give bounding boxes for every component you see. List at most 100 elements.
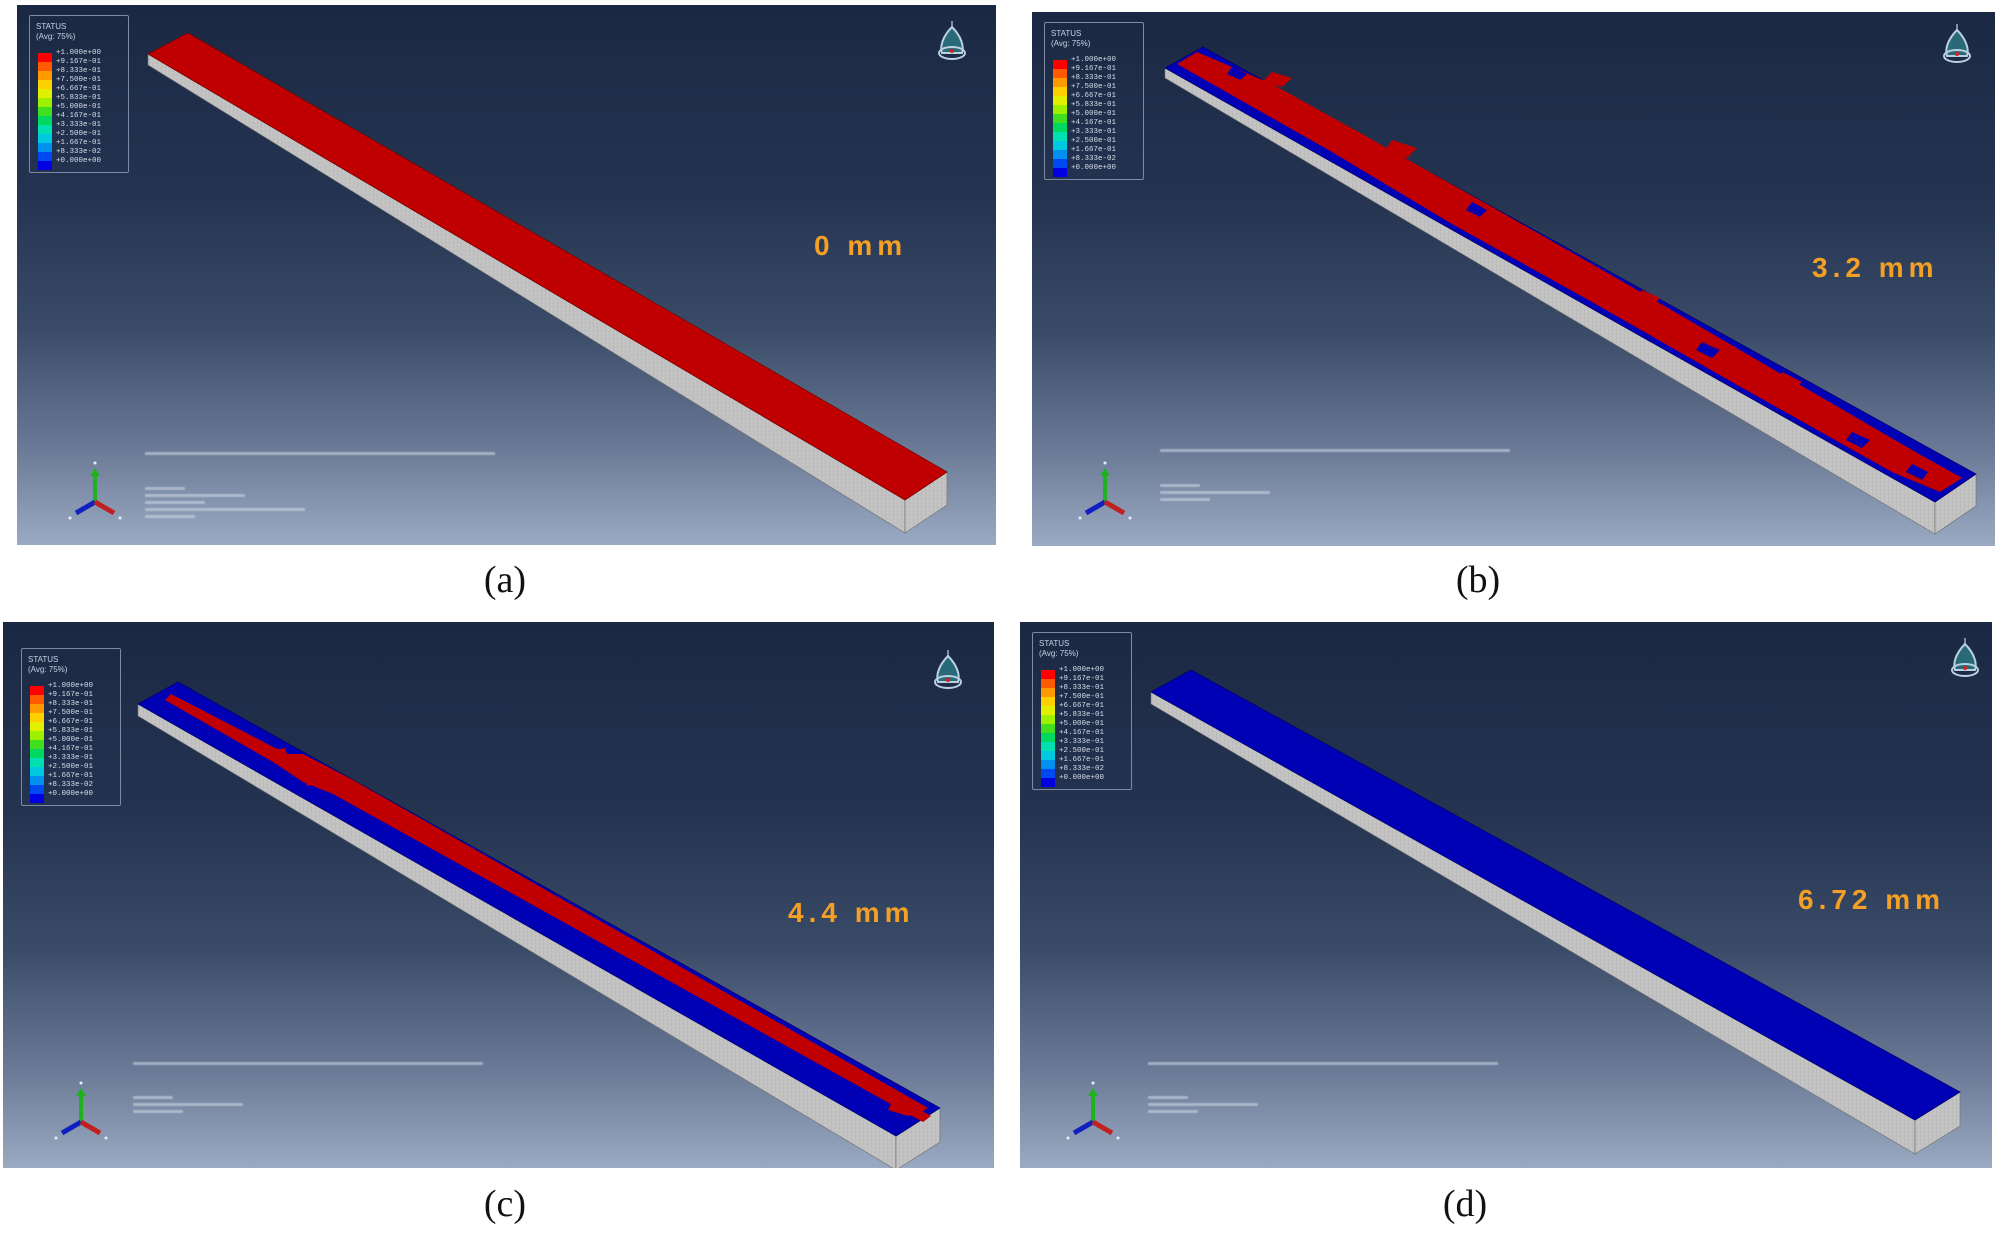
legend-color-swatch: [1053, 96, 1067, 105]
legend-value: +1.000e+00: [56, 49, 102, 57]
legend-color-swatch: [30, 776, 44, 785]
legend-value: +7.500e-01: [1059, 693, 1105, 701]
legend-value: +9.167e-01: [56, 58, 102, 66]
legend-color-swatch: [38, 125, 52, 134]
legend-color-swatch: [30, 758, 44, 767]
legend-color-bar: [30, 686, 44, 803]
legend-values: +1.000e+00 +9.167e-01 +8.333e-01 +7.500e-01…: [56, 49, 101, 166]
legend-color-swatch: [1053, 141, 1067, 150]
legend-color-swatch: [1053, 87, 1067, 96]
step-info-text: [145, 515, 195, 518]
legend-color-swatch: [1053, 78, 1067, 87]
legend-value: +0.000e+00: [1059, 774, 1105, 782]
legend-value: +6.667e-01: [1059, 702, 1105, 710]
legend-value: +1.667e-01: [48, 772, 94, 780]
legend-color-swatch: [1041, 778, 1055, 787]
legend-value: +8.333e-01: [56, 67, 102, 75]
legend-subtitle: (Avg: 75%): [1039, 649, 1079, 658]
beam-model-a: [147, 32, 948, 534]
legend-value: +1.000e+00: [1059, 666, 1105, 674]
beam-model-b: [1164, 46, 1977, 535]
legend-color-swatch: [30, 740, 44, 749]
legend-color-swatch: [1041, 751, 1055, 760]
legend-color-swatch: [1041, 679, 1055, 688]
legend-color-swatch: [30, 767, 44, 776]
legend-value: +4.167e-01: [1059, 729, 1105, 737]
legend-value: +6.667e-01: [56, 85, 102, 93]
legend-color-swatch: [38, 71, 52, 80]
legend-value: +5.000e-01: [1059, 720, 1105, 728]
legend-title: STATUS: [28, 655, 59, 664]
legend-value: +8.333e-02: [48, 781, 94, 789]
legend-color-swatch: [38, 107, 52, 116]
legend-value: +5.833e-01: [1059, 711, 1105, 719]
caption-d: (d): [1442, 1183, 1488, 1225]
legend-value: +8.333e-02: [56, 148, 102, 156]
abaqus-logo-icon: [934, 650, 962, 689]
legend-color-swatch: [38, 62, 52, 71]
legend-value: +0.000e+00: [1071, 164, 1117, 172]
xyz-axis-triad-icon: [1078, 461, 1132, 520]
legend-value: +1.000e+00: [1071, 56, 1117, 64]
abaqus-logo-icon: [1943, 24, 1971, 63]
legend-value: +8.333e-02: [1059, 765, 1105, 773]
legend-value: +4.167e-01: [56, 112, 102, 120]
xyz-axis-triad-icon: [54, 1081, 108, 1140]
legend-value: +1.667e-01: [1059, 756, 1105, 764]
legend-color-swatch: [1053, 69, 1067, 78]
panel-d: STATUS (Avg: 75%) +1.000e+00 +9.167e-01 +8…: [1020, 622, 1992, 1168]
legend-value: +2.500e-01: [56, 130, 102, 138]
legend-value: +7.500e-01: [1071, 83, 1117, 91]
xyz-axis-triad-icon: [68, 461, 122, 520]
status-legend: STATUS (Avg: 75%) +1.000e+00 +9.167e-01 +8…: [1044, 22, 1144, 180]
legend-value: +7.500e-01: [48, 709, 94, 717]
legend-color-swatch: [1041, 769, 1055, 778]
legend-color-swatch: [1041, 760, 1055, 769]
legend-value: +7.500e-01: [56, 76, 102, 84]
legend-value: +5.833e-01: [1071, 101, 1117, 109]
legend-value: +2.500e-01: [1071, 137, 1117, 145]
legend-value: +9.167e-01: [1071, 65, 1117, 73]
legend-color-swatch: [1053, 105, 1067, 114]
legend-color-swatch: [38, 98, 52, 107]
legend-value: +3.333e-01: [1059, 738, 1105, 746]
legend-color-swatch: [1041, 715, 1055, 724]
legend-title: STATUS: [1051, 29, 1082, 38]
displacement-label: 3.2 mm: [1812, 252, 1939, 283]
status-legend: STATUS (Avg: 75%) +1.000e+00 +9.167e-01 +8…: [29, 15, 129, 173]
legend-color-swatch: [38, 80, 52, 89]
legend-color-bar: [1053, 60, 1067, 177]
legend-color-swatch: [38, 152, 52, 161]
caption-a: (a): [483, 559, 527, 601]
legend-color-swatch: [30, 713, 44, 722]
displacement-label: 0 mm: [814, 230, 908, 261]
panel-b: STATUS (Avg: 75%) +1.000e+00 +9.167e-01 +8…: [1032, 12, 1995, 546]
legend-color-swatch: [38, 89, 52, 98]
legend-color-swatch: [30, 794, 44, 803]
legend-value: +9.167e-01: [1059, 675, 1105, 683]
legend-values: +1.000e+00 +9.167e-01 +8.333e-01 +7.500e-01…: [1059, 666, 1104, 783]
legend-value: +5.000e-01: [48, 736, 94, 744]
caption-c: (c): [483, 1183, 527, 1225]
legend-value: +6.667e-01: [48, 718, 94, 726]
displacement-label: 6.72 mm: [1798, 884, 1946, 915]
legend-color-swatch: [38, 161, 52, 170]
legend-value: +4.167e-01: [1071, 119, 1117, 127]
legend-color-swatch: [38, 143, 52, 152]
legend-value: +5.000e-01: [56, 103, 102, 111]
legend-color-swatch: [1041, 706, 1055, 715]
legend-value: +5.833e-01: [48, 727, 94, 735]
legend-value: +8.333e-01: [1071, 74, 1117, 82]
legend-value: +6.667e-01: [1071, 92, 1117, 100]
step-info-text: [1160, 491, 1270, 494]
legend-value: +0.000e+00: [48, 790, 94, 798]
beam-model-c: [137, 681, 941, 1168]
step-info-text: [1160, 498, 1210, 501]
beam-model-d: [1150, 669, 1961, 1155]
legend-value: +3.333e-01: [1071, 128, 1117, 136]
legend-color-swatch: [1041, 688, 1055, 697]
legend-color-swatch: [30, 704, 44, 713]
step-info-text: [133, 1096, 173, 1099]
legend-color-swatch: [1053, 123, 1067, 132]
step-info-text: [133, 1103, 243, 1106]
